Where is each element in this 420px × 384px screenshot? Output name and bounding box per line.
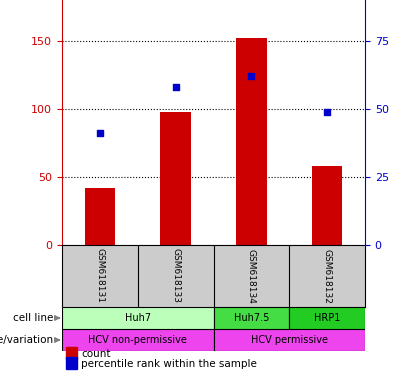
Bar — [236, 38, 267, 245]
Text: GSM618134: GSM618134 — [247, 248, 256, 303]
Text: GSM618132: GSM618132 — [323, 248, 332, 303]
Text: cell line: cell line — [13, 313, 54, 323]
Text: Huh7.5: Huh7.5 — [234, 313, 269, 323]
Bar — [85, 188, 115, 245]
Text: genotype/variation: genotype/variation — [0, 335, 54, 345]
Bar — [213, 329, 365, 351]
Text: count: count — [81, 349, 110, 359]
Text: GSM618133: GSM618133 — [171, 248, 180, 303]
Text: GSM618131: GSM618131 — [95, 248, 105, 303]
Bar — [213, 307, 289, 329]
Bar — [62, 307, 213, 329]
Bar — [62, 329, 213, 351]
Bar — [312, 166, 342, 245]
Bar — [160, 112, 191, 245]
Point — [324, 109, 331, 115]
Text: percentile rank within the sample: percentile rank within the sample — [81, 359, 257, 369]
Point — [97, 131, 103, 137]
Bar — [289, 307, 365, 329]
Point — [172, 84, 179, 90]
Text: HRP1: HRP1 — [314, 313, 340, 323]
Text: Huh7: Huh7 — [125, 313, 151, 323]
Text: HCV non-permissive: HCV non-permissive — [88, 335, 187, 345]
Text: HCV permissive: HCV permissive — [251, 335, 328, 345]
Point — [248, 73, 255, 79]
